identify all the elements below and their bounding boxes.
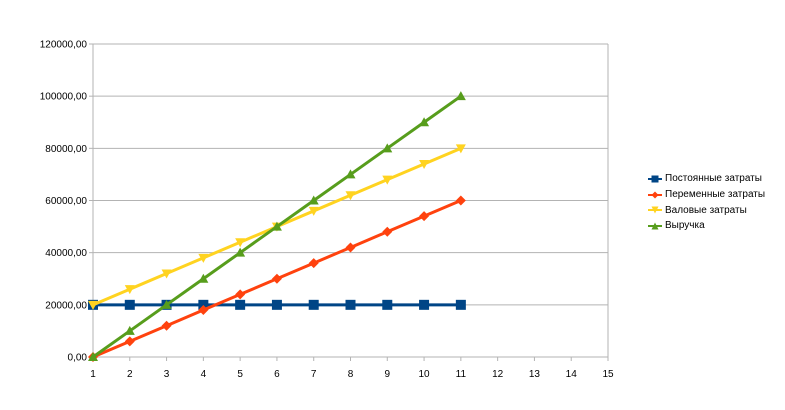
legend-swatch-marker (651, 175, 659, 183)
data-point-diamond (419, 211, 430, 222)
x-tick-label: 14 (566, 369, 578, 380)
data-point-triangle-down (235, 238, 246, 248)
x-tick-label: 12 (492, 369, 504, 380)
legend-swatch-marker (651, 191, 659, 199)
data-point-triangle-down (308, 206, 319, 216)
data-point-triangle-up (161, 299, 172, 309)
legend-item: Постоянные затраты (648, 171, 783, 187)
data-point-triangle-up (345, 169, 356, 179)
data-point-square (308, 299, 319, 310)
data-point-triangle-down (419, 159, 430, 169)
data-point-triangle-up (235, 247, 246, 257)
data-point-diamond (345, 242, 356, 253)
legend-swatch-marker (651, 222, 659, 230)
data-point-square (455, 299, 466, 310)
x-tick-label: 15 (602, 369, 614, 380)
x-tick-label: 4 (201, 369, 207, 380)
x-tick-label: 8 (348, 369, 354, 380)
data-point-diamond (124, 336, 135, 347)
y-tick-label: 80000,00 (45, 144, 87, 155)
x-tick-label: 9 (385, 369, 391, 380)
tick-label-layer: 0,00 20000,00 40000,00 60000,00 80000,00 1000… (40, 40, 614, 381)
y-tick-label: 20000,00 (45, 300, 87, 311)
legend-label: Постоянные затраты (665, 173, 762, 185)
series-4 (88, 91, 466, 361)
data-point-triangle-up (88, 352, 98, 361)
x-tick-label: 1 (90, 369, 96, 380)
data-point-square (124, 299, 135, 310)
data-point-square (235, 299, 246, 310)
legend-swatch (648, 175, 662, 183)
data-point-diamond (382, 226, 393, 237)
data-point-triangle-down (124, 285, 135, 295)
legend-item: Выручка (648, 218, 783, 234)
data-point-square (382, 299, 393, 310)
series-1 (88, 299, 466, 310)
grid-layer (93, 43, 609, 358)
data-point-triangle-down (161, 269, 172, 279)
data-point-square (198, 299, 209, 310)
data-point-diamond (308, 258, 319, 269)
legend-swatch (648, 206, 662, 214)
data-point-triangle-up (419, 117, 430, 127)
x-tick-label: 11 (456, 369, 467, 380)
y-tick-label: 60000,00 (45, 196, 87, 207)
series-layer (88, 91, 466, 362)
legend-label: Переменные затраты (665, 189, 766, 201)
data-point-triangle-down (382, 175, 393, 185)
data-point-triangle-up (198, 273, 209, 283)
data-point-square (345, 299, 356, 310)
data-point-triangle-up (271, 221, 282, 231)
data-point-diamond (455, 195, 466, 206)
data-point-triangle-up (308, 195, 319, 205)
x-tick-label: 7 (311, 369, 317, 380)
data-point-triangle-down (198, 253, 209, 263)
y-tick-label: 100000,00 (40, 92, 88, 103)
data-point-diamond (271, 273, 282, 284)
legend-swatch-marker (651, 206, 659, 214)
x-tick-label: 2 (127, 369, 133, 380)
y-tick-label: 120000,00 (40, 40, 88, 51)
data-point-triangle-up (382, 143, 393, 153)
data-point-triangle-down (455, 144, 466, 154)
legend-item: Переменные затраты (648, 187, 783, 203)
data-point-diamond (235, 289, 246, 300)
data-point-diamond (161, 320, 172, 331)
data-point-triangle-down (345, 191, 356, 201)
x-tick-label: 5 (237, 369, 243, 380)
data-point-square (419, 299, 430, 310)
legend-label: Валовые затраты (665, 204, 747, 216)
series-2 (88, 195, 466, 362)
x-tick-label: 13 (529, 369, 541, 380)
legend-swatch (648, 191, 662, 199)
y-tick-label: 0,00 (68, 353, 88, 364)
data-point-diamond (198, 305, 209, 316)
legend-swatch (648, 222, 662, 230)
x-tick-label: 10 (419, 369, 431, 380)
data-point-square (271, 299, 282, 310)
data-point-triangle-up (124, 325, 135, 335)
y-tick-label: 40000,00 (45, 248, 87, 259)
axis-layer (89, 43, 609, 361)
chart-legend: Постоянные затраты Переменные затраты Вало… (648, 171, 783, 234)
legend-label: Выручка (665, 220, 705, 232)
x-tick-label: 6 (274, 369, 280, 380)
data-point-triangle-up (455, 91, 466, 101)
legend-item: Валовые затраты (648, 202, 783, 218)
x-tick-label: 3 (164, 369, 170, 380)
data-point-triangle-down (88, 300, 98, 310)
